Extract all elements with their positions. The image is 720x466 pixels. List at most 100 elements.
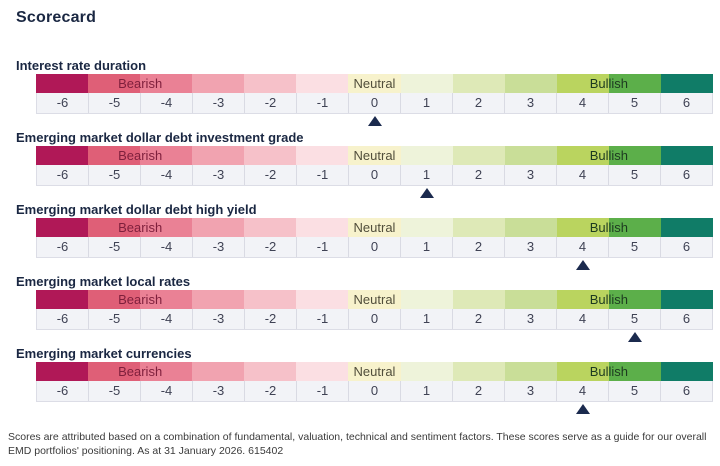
band-cell [556,74,609,93]
band-cell [244,74,297,93]
tick-row: -6 -5 -4 -3 -2 -1 0 1 2 3 4 5 6 [36,237,713,258]
tick-label: 3 [505,93,557,113]
band-cell [140,218,193,237]
tick-label: -3 [193,165,245,185]
tick-label: 4 [557,381,609,401]
band-cell [400,74,453,93]
tick-label: 2 [453,237,505,257]
band-cell [140,362,193,381]
color-band: Bearish Neutral Bullish [36,362,714,381]
tick-label: 4 [557,93,609,113]
band-cell [244,290,297,309]
band-cell [660,74,714,93]
band-cell [452,146,505,165]
scorecard-row: Interest rate duration Bearish Neutral Bul… [0,58,720,130]
row-label: Emerging market dollar debt investment g… [16,130,304,145]
color-band: Bearish Neutral Bullish [36,146,714,165]
band-cell [452,290,505,309]
band-cell [88,74,141,93]
tick-label: 0 [349,381,401,401]
score-marker-icon [575,260,590,270]
tick-label: 2 [453,381,505,401]
tick-label: -5 [89,93,141,113]
row-label: Emerging market currencies [16,346,192,361]
score-marker-icon [627,332,642,342]
band-cell [192,290,245,309]
band-cell [192,74,245,93]
tick-label: 4 [557,165,609,185]
band-cell [192,218,245,237]
tick-label: -2 [245,165,297,185]
tick-row: -6 -5 -4 -3 -2 -1 0 1 2 3 4 5 6 [36,93,713,114]
band-cell [452,362,505,381]
band-cell [400,146,453,165]
row-label: Emerging market dollar debt high yield [16,202,257,217]
tick-label: 5 [609,93,661,113]
band-cell [296,290,349,309]
band-cell [660,362,714,381]
band-cell [504,146,557,165]
marker-track [36,258,713,271]
score-marker-icon [419,188,434,198]
band-cell [504,290,557,309]
band-cell [36,218,89,237]
band-cell [556,146,609,165]
tick-label: 4 [557,237,609,257]
tick-label: -5 [89,309,141,329]
tick-label: -2 [245,381,297,401]
tick-label: -3 [193,237,245,257]
band-cell [140,74,193,93]
band-cell [348,290,401,309]
band-cell [88,290,141,309]
band-cell [608,290,661,309]
score-scale: Bearish Neutral Bullish -6 -5 -4 -3 -2 -1 0 1 2 3 4 5… [36,290,714,343]
tick-label: 5 [609,381,661,401]
tick-label: 2 [453,309,505,329]
tick-label: -1 [297,309,349,329]
tick-label: -2 [245,309,297,329]
band-cell [296,74,349,93]
band-cell [244,218,297,237]
scorecard-row: Emerging market dollar debt investment g… [0,130,720,202]
row-label: Interest rate duration [16,58,147,73]
band-cell [192,146,245,165]
tick-label: 1 [401,381,453,401]
color-band: Bearish Neutral Bullish [36,290,714,309]
color-band: Bearish Neutral Bullish [36,218,714,237]
tick-label: -1 [297,237,349,257]
tick-label: -3 [193,381,245,401]
tick-label: -2 [245,237,297,257]
band-cell [88,362,141,381]
tick-label: 1 [401,237,453,257]
band-cell [608,146,661,165]
tick-row: -6 -5 -4 -3 -2 -1 0 1 2 3 4 5 6 [36,165,713,186]
marker-track [36,186,713,199]
band-cell [660,218,714,237]
score-scale: Bearish Neutral Bullish -6 -5 -4 -3 -2 -1 0 1 2 3 4 5… [36,146,714,199]
tick-label: -4 [141,93,193,113]
band-cell [296,362,349,381]
tick-label: 2 [453,93,505,113]
tick-label: 0 [349,93,401,113]
marker-track [36,114,713,127]
tick-label: -6 [37,93,89,113]
tick-label: 6 [661,309,713,329]
tick-label: 2 [453,165,505,185]
scorecard-row: Emerging market local rates Bearish Neutr… [0,274,720,346]
band-cell [608,218,661,237]
band-cell [244,362,297,381]
band-cell [36,146,89,165]
tick-label: -4 [141,165,193,185]
tick-label: 6 [661,381,713,401]
band-cell [556,218,609,237]
score-marker-icon [575,404,590,414]
tick-label: -6 [37,237,89,257]
scorecard-rows: Interest rate duration Bearish Neutral Bul… [0,58,720,418]
tick-label: -4 [141,381,193,401]
tick-row: -6 -5 -4 -3 -2 -1 0 1 2 3 4 5 6 [36,381,713,402]
score-scale: Bearish Neutral Bullish -6 -5 -4 -3 -2 -1 0 1 2 3 4 5… [36,218,714,271]
tick-label: -5 [89,381,141,401]
marker-track [36,402,713,415]
tick-label: 3 [505,237,557,257]
